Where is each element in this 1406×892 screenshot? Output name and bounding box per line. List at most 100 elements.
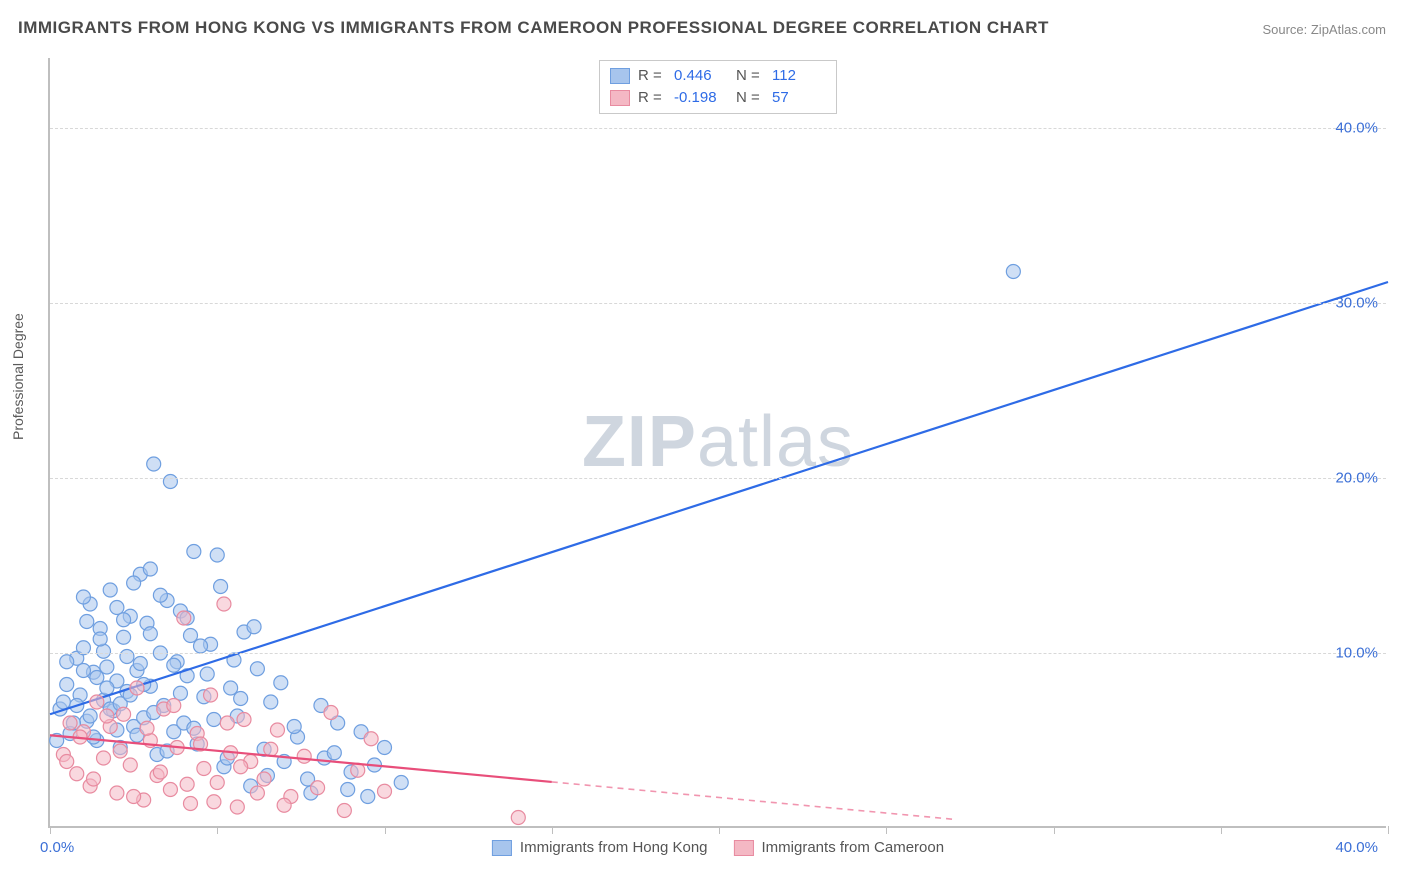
x-tick (719, 826, 720, 834)
data-point (257, 772, 271, 786)
data-point (197, 762, 211, 776)
data-point (103, 583, 117, 597)
data-point (204, 688, 218, 702)
data-point (60, 655, 74, 669)
data-point (234, 692, 248, 706)
data-point (274, 676, 288, 690)
data-point (117, 707, 131, 721)
data-point (324, 706, 338, 720)
x-tick (50, 826, 51, 834)
data-point (60, 678, 74, 692)
data-point (270, 723, 284, 737)
data-point (97, 751, 111, 765)
y-tick-label: 20.0% (1335, 470, 1378, 487)
data-point (113, 744, 127, 758)
data-point (163, 783, 177, 797)
data-point (56, 695, 70, 709)
data-point (210, 548, 224, 562)
data-point (337, 804, 351, 818)
legend-item-hk: Immigrants from Hong Kong (492, 839, 708, 856)
data-point (127, 790, 141, 804)
chart-svg (50, 58, 1386, 826)
legend-item-cm: Immigrants from Cameroon (734, 839, 945, 856)
data-point (100, 681, 114, 695)
data-point (117, 613, 131, 627)
x-tick (1054, 826, 1055, 834)
data-point (143, 627, 157, 641)
data-point (163, 475, 177, 489)
x-tick (886, 826, 887, 834)
data-point (63, 716, 77, 730)
gridline (50, 653, 1386, 654)
data-point (76, 590, 90, 604)
legend-label-cm: Immigrants from Cameroon (762, 839, 945, 856)
data-point (378, 741, 392, 755)
data-point (100, 709, 114, 723)
data-point (194, 639, 208, 653)
data-point (180, 777, 194, 791)
x-tick (1388, 826, 1389, 834)
data-point (110, 786, 124, 800)
x-tick (385, 826, 386, 834)
bottom-legend: Immigrants from Hong Kong Immigrants fro… (492, 839, 944, 856)
trend-line-dashed (552, 782, 953, 819)
data-point (207, 795, 221, 809)
plot-area: ZIPatlas R = 0.446 N = 112 R = -0.198 N … (48, 58, 1386, 828)
data-point (183, 797, 197, 811)
data-point (140, 721, 154, 735)
data-point (264, 695, 278, 709)
data-point (250, 786, 264, 800)
data-point (311, 781, 325, 795)
trend-line (50, 282, 1388, 714)
x-tick (1221, 826, 1222, 834)
data-point (247, 620, 261, 634)
data-point (177, 611, 191, 625)
data-point (167, 699, 181, 713)
y-tick-label: 10.0% (1335, 645, 1378, 662)
data-point (200, 667, 214, 681)
data-point (127, 576, 141, 590)
gridline (50, 478, 1386, 479)
data-point (76, 664, 90, 678)
data-point (86, 772, 100, 786)
y-tick-label: 30.0% (1335, 295, 1378, 312)
gridline (50, 303, 1386, 304)
data-point (70, 767, 84, 781)
data-point (207, 713, 221, 727)
data-point (217, 597, 231, 611)
data-point (297, 749, 311, 763)
x-axis-max-label: 40.0% (1335, 839, 1378, 856)
data-point (153, 765, 167, 779)
data-point (378, 784, 392, 798)
data-point (234, 760, 248, 774)
x-tick (217, 826, 218, 834)
data-point (341, 783, 355, 797)
data-point (277, 798, 291, 812)
x-tick (552, 826, 553, 834)
data-point (394, 776, 408, 790)
data-point (511, 811, 525, 825)
source-label: Source: ZipAtlas.com (1262, 22, 1386, 37)
data-point (210, 776, 224, 790)
chart-title: IMMIGRANTS FROM HONG KONG VS IMMIGRANTS … (18, 18, 1049, 38)
data-point (120, 650, 134, 664)
data-point (117, 630, 131, 644)
data-point (230, 800, 244, 814)
swatch-hk-bottom (492, 840, 512, 856)
data-point (123, 758, 137, 772)
data-point (220, 716, 234, 730)
data-point (90, 695, 104, 709)
data-point (264, 742, 278, 756)
x-axis-min-label: 0.0% (40, 839, 74, 856)
data-point (153, 588, 167, 602)
data-point (60, 755, 74, 769)
data-point (327, 746, 341, 760)
y-tick-label: 40.0% (1335, 120, 1378, 137)
data-point (250, 662, 264, 676)
data-point (361, 790, 375, 804)
data-point (130, 681, 144, 695)
data-point (93, 632, 107, 646)
data-point (147, 457, 161, 471)
legend-label-hk: Immigrants from Hong Kong (520, 839, 708, 856)
swatch-cm-bottom (734, 840, 754, 856)
